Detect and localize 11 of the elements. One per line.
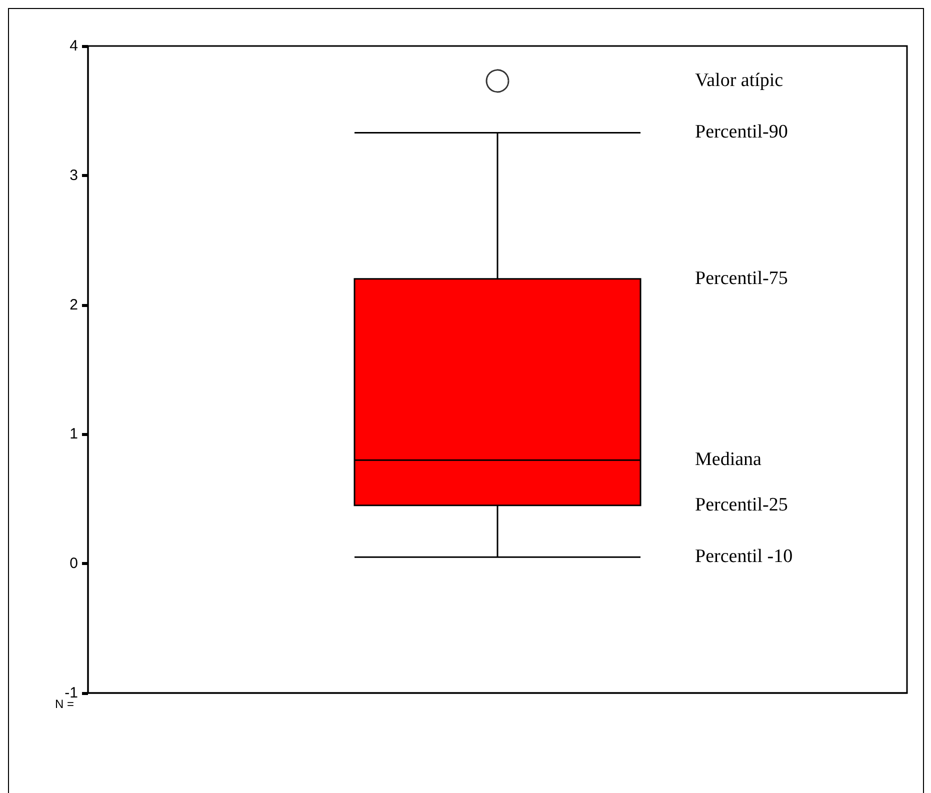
annotation: Percentil -10 <box>695 546 793 568</box>
y-tick-label: 3 <box>70 166 78 184</box>
y-tick-label: 2 <box>70 296 78 314</box>
y-tick-label: 4 <box>70 38 78 54</box>
annotation: Mediana <box>695 449 762 470</box>
annotation: Percentil-90 <box>695 122 788 143</box>
annotation: Percentil-75 <box>695 268 788 289</box>
annotation: Percentil-25 <box>695 494 788 516</box>
y-tick-label: 1 <box>70 426 78 443</box>
annotation: Valor atípic <box>695 70 784 91</box>
y-tick-label: 0 <box>70 555 78 572</box>
